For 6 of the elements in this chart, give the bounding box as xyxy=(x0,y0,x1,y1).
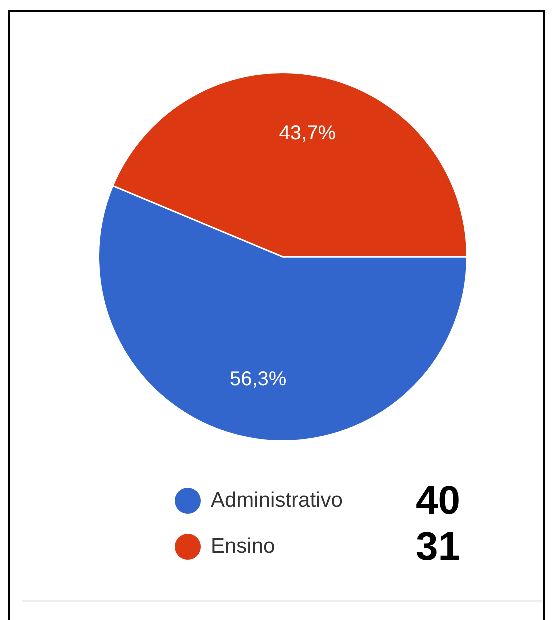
text: 40 xyxy=(416,478,460,524)
data-label: 56,3% xyxy=(230,368,287,390)
legend-label: Administrativo xyxy=(211,489,344,513)
legend-label: Ensino xyxy=(211,535,276,559)
data-label: 43,7% xyxy=(279,122,336,145)
text: 31 xyxy=(416,524,460,570)
